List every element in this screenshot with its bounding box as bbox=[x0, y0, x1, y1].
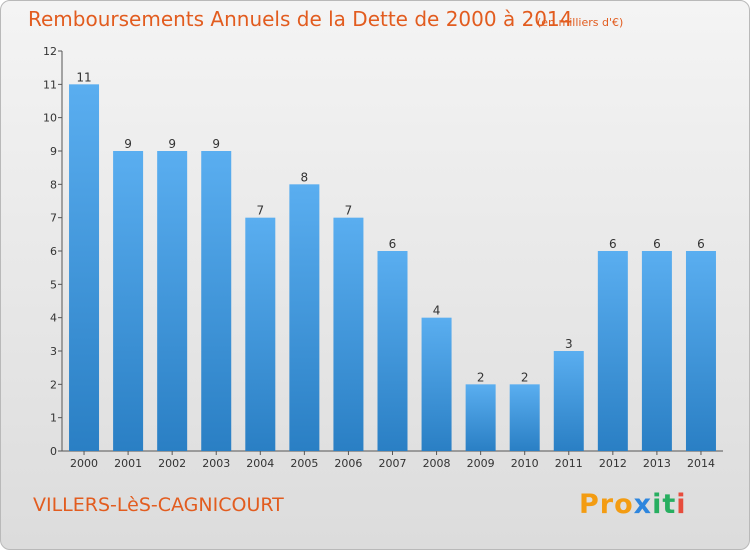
x-tick-label: 2010 bbox=[511, 457, 539, 470]
bar-2010 bbox=[509, 384, 540, 451]
x-tick-label: 2014 bbox=[687, 457, 715, 470]
x-tick-label: 2004 bbox=[246, 457, 274, 470]
x-tick-label: 2009 bbox=[467, 457, 495, 470]
bar-2005 bbox=[289, 184, 320, 452]
data-label: 4 bbox=[433, 304, 441, 318]
data-label: 3 bbox=[565, 337, 573, 351]
data-label: 7 bbox=[256, 204, 264, 218]
y-tick-label: 9 bbox=[50, 145, 57, 158]
bar-2012 bbox=[597, 251, 628, 451]
bar-2000 bbox=[69, 84, 100, 451]
y-tick-label: 8 bbox=[50, 178, 57, 191]
y-tick-label: 7 bbox=[50, 212, 57, 225]
x-tick-label: 2011 bbox=[555, 457, 583, 470]
y-tick-label: 2 bbox=[50, 378, 57, 391]
x-tick-label: 2001 bbox=[114, 457, 142, 470]
bar-2004 bbox=[245, 217, 276, 451]
y-tick-label: 3 bbox=[50, 345, 57, 358]
data-label: 9 bbox=[124, 137, 132, 151]
y-tick-label: 6 bbox=[50, 245, 57, 258]
data-label: 7 bbox=[345, 204, 353, 218]
x-tick-label: 2002 bbox=[158, 457, 186, 470]
unit-note: (en milliers d'€) bbox=[537, 16, 624, 29]
x-tick-label: 2000 bbox=[70, 457, 98, 470]
data-label: 6 bbox=[653, 237, 661, 251]
bar-2007 bbox=[377, 251, 408, 451]
data-label: 2 bbox=[477, 370, 485, 384]
x-tick-label: 2007 bbox=[379, 457, 407, 470]
y-tick-label: 5 bbox=[50, 278, 57, 291]
y-tick-label: 1 bbox=[50, 412, 57, 425]
bar-2014 bbox=[685, 251, 716, 451]
y-tick-label: 4 bbox=[50, 312, 57, 325]
bar-2001 bbox=[113, 151, 144, 451]
data-label: 9 bbox=[168, 137, 176, 151]
bar-2013 bbox=[641, 251, 672, 451]
bar-2002 bbox=[157, 151, 188, 451]
y-tick-label: 12 bbox=[43, 45, 57, 58]
y-tick-label: 10 bbox=[43, 112, 57, 125]
bar-2006 bbox=[333, 217, 364, 451]
bar-2009 bbox=[465, 384, 496, 451]
bar-2008 bbox=[421, 317, 452, 451]
data-label: 2 bbox=[521, 370, 529, 384]
x-tick-label: 2006 bbox=[334, 457, 362, 470]
data-label: 6 bbox=[697, 237, 705, 251]
chart-title: Remboursements Annuels de la Dette de 20… bbox=[28, 7, 573, 31]
proxiti-logo: Proxiti bbox=[579, 489, 687, 520]
data-label: 11 bbox=[76, 70, 91, 84]
data-label: 8 bbox=[301, 170, 309, 184]
data-label: 6 bbox=[609, 237, 617, 251]
y-tick-label: 0 bbox=[50, 445, 57, 458]
commune-name: VILLERS-LèS-CAGNICOURT bbox=[33, 494, 284, 516]
bar-2003 bbox=[201, 151, 232, 451]
x-tick-label: 2005 bbox=[290, 457, 318, 470]
x-tick-label: 2003 bbox=[202, 457, 230, 470]
data-label: 6 bbox=[389, 237, 397, 251]
x-tick-label: 2013 bbox=[643, 457, 671, 470]
x-tick-label: 2008 bbox=[423, 457, 451, 470]
y-tick-label: 11 bbox=[43, 78, 57, 91]
x-tick-label: 2012 bbox=[599, 457, 627, 470]
data-label: 9 bbox=[212, 137, 220, 151]
bar-2011 bbox=[553, 351, 584, 451]
